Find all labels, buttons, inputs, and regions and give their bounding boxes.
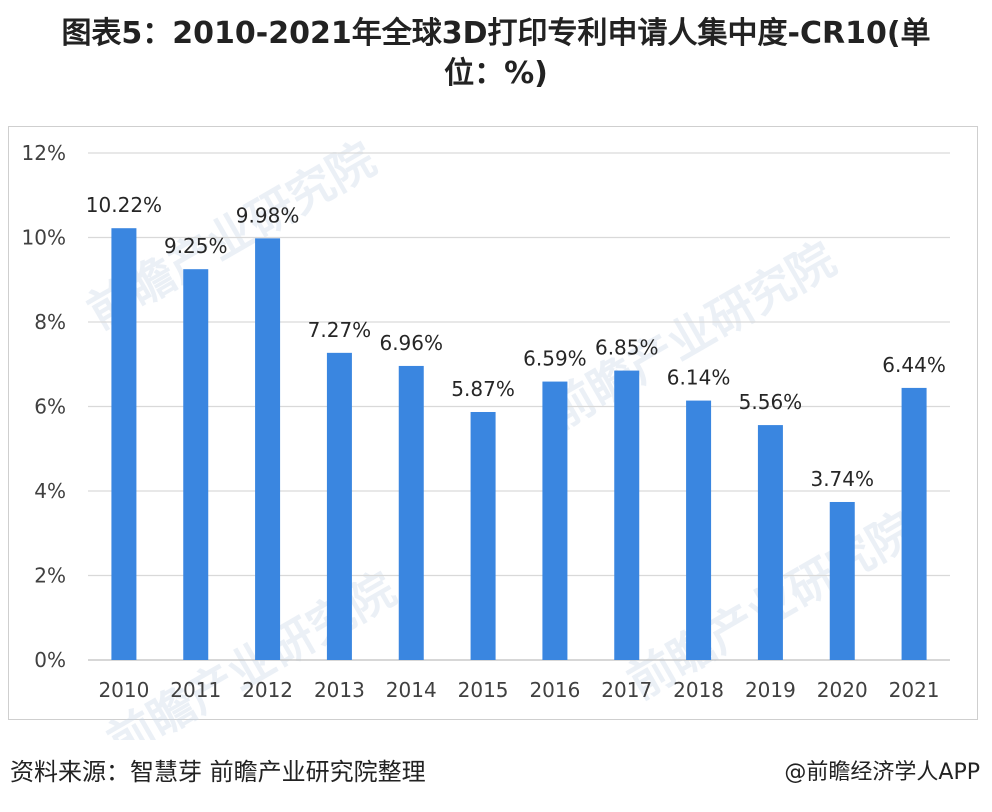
x-tick-label: 2012 (242, 678, 293, 702)
x-tick-label: 2017 (601, 678, 652, 702)
y-tick-label: 12% (22, 141, 66, 165)
data-label: 5.87% (451, 377, 515, 401)
y-tick-label: 8% (34, 310, 66, 334)
data-label: 6.85% (595, 336, 659, 360)
bar (542, 381, 568, 660)
data-label: 3.74% (810, 467, 874, 491)
x-tick-label: 2010 (98, 678, 149, 702)
bar (614, 370, 640, 660)
source-note: 资料来源：智慧芽 前瞻产业研究院整理 (10, 758, 426, 786)
bar (470, 411, 496, 660)
data-label: 7.27% (308, 318, 372, 342)
y-tick-label: 4% (34, 479, 66, 503)
credit-note: @前瞻经济学人APP (784, 760, 980, 785)
data-label: 6.44% (882, 353, 946, 377)
bar (398, 365, 424, 660)
y-tick-label: 0% (34, 648, 66, 672)
data-label: 5.56% (739, 390, 803, 414)
data-label: 6.14% (667, 366, 731, 390)
bar (829, 501, 855, 660)
chart-title-line-2: 位：%) (444, 56, 548, 91)
bar (686, 400, 712, 660)
bar (255, 238, 281, 660)
y-tick-label: 2% (34, 564, 66, 588)
bar (183, 269, 209, 660)
data-label: 9.98% (236, 203, 300, 227)
bar-chart: 前瞻产业研究院前瞻产业研究院前瞻产业研究院前瞻产业研究院0%2%4%6%8%10… (22, 132, 950, 740)
x-tick-label: 2020 (817, 678, 868, 702)
x-tick-label: 2019 (745, 678, 796, 702)
x-tick-label: 2018 (673, 678, 724, 702)
x-tick-label: 2021 (889, 678, 940, 702)
data-label: 6.59% (523, 347, 587, 371)
data-label: 6.96% (379, 331, 443, 355)
watermark-text: 前瞻产业研究院 (99, 562, 405, 740)
bar (757, 425, 783, 660)
x-tick-label: 2016 (529, 678, 580, 702)
x-tick-label: 2015 (458, 678, 509, 702)
chart-title-line-1: 图表5：2010-2021年全球3D打印专利申请人集中度-CR10(单 (61, 16, 931, 51)
data-label: 9.25% (164, 234, 228, 258)
bar (111, 228, 137, 660)
data-label: 10.22% (86, 193, 162, 217)
bar (901, 387, 927, 660)
x-tick-label: 2013 (314, 678, 365, 702)
y-tick-label: 10% (22, 226, 66, 250)
y-tick-label: 6% (34, 395, 66, 419)
x-tick-label: 2011 (170, 678, 221, 702)
bar (326, 352, 352, 660)
x-tick-label: 2014 (386, 678, 437, 702)
chart-title: 图表5：2010-2021年全球3D打印专利申请人集中度-CR10(单 位：%) (0, 14, 992, 94)
